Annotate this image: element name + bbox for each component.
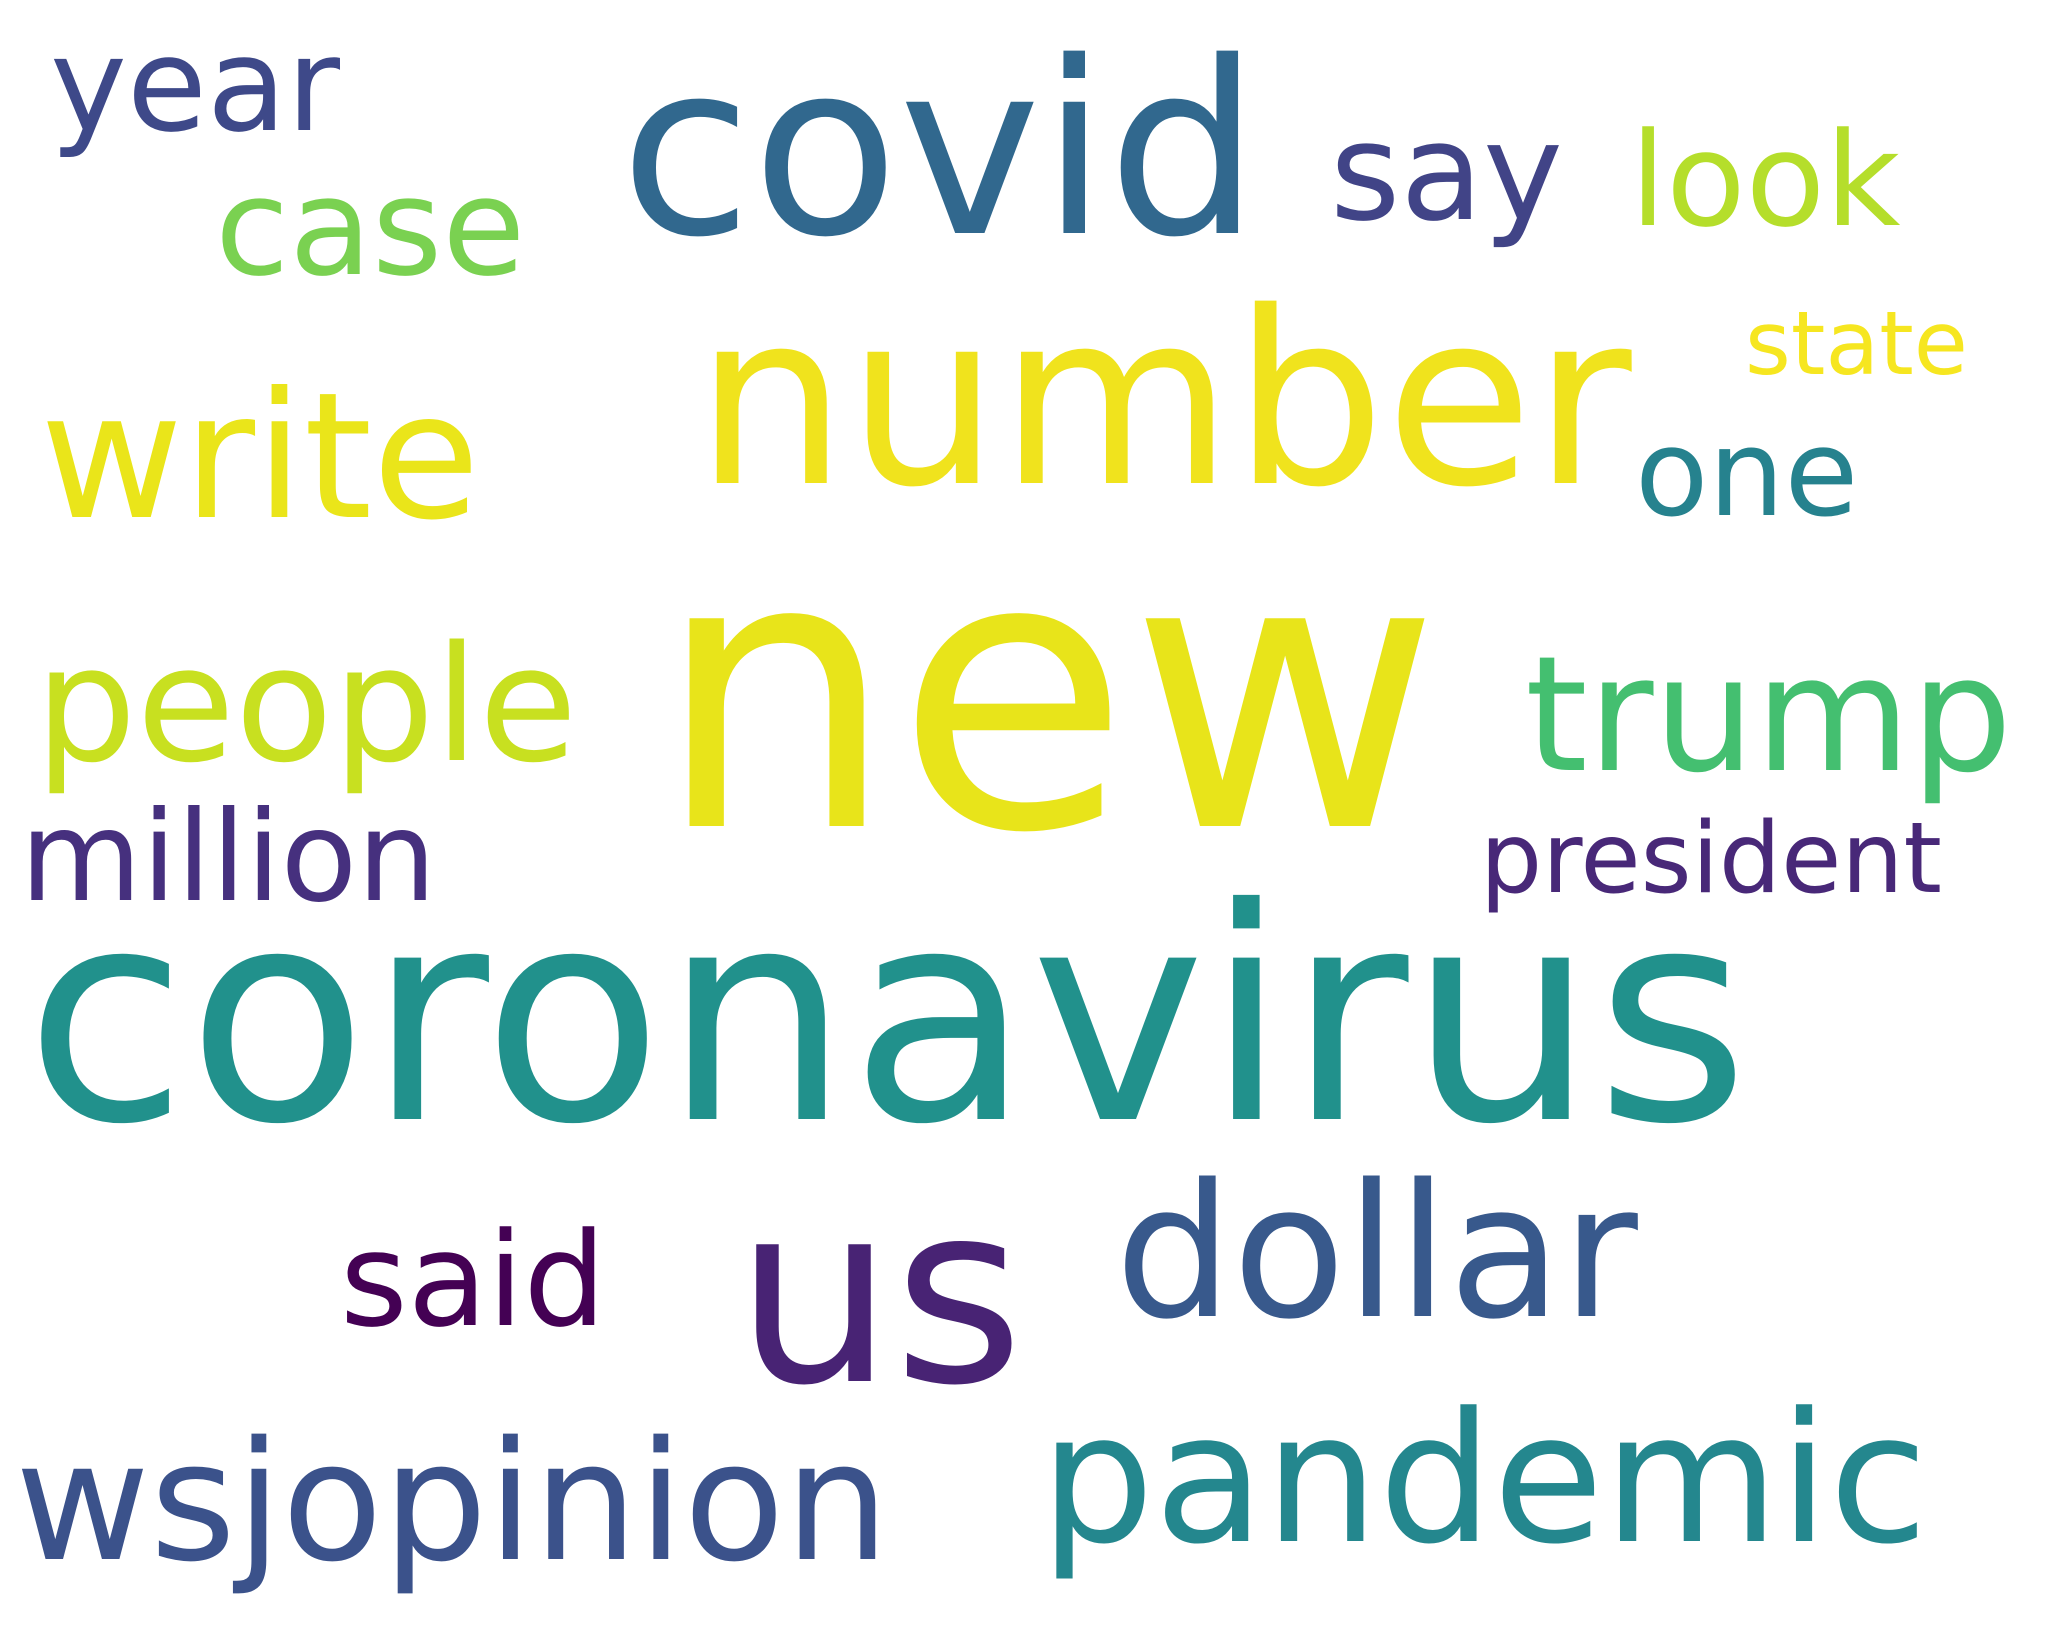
word-pandemic: pandemic — [1040, 1375, 1928, 1584]
word-number: number — [695, 260, 1632, 540]
word-wsjopinion: wsjopinion — [15, 1406, 890, 1598]
word-case: case — [215, 149, 526, 306]
word-covid: covid — [620, 10, 1260, 290]
word-state: state — [1745, 292, 1968, 395]
word-trump: trump — [1525, 621, 2013, 808]
word-year: year — [50, 9, 341, 161]
word-dollar: dollar — [1115, 1144, 1638, 1360]
word-coronavirus: coronavirus — [25, 845, 1750, 1189]
word-look: look — [1630, 104, 1901, 256]
word-write: write — [40, 356, 480, 559]
word-us: us — [735, 1149, 1024, 1440]
word-new: new — [655, 473, 1441, 916]
word-one: one — [1635, 405, 1859, 544]
word-million: million — [20, 785, 437, 930]
word-said: said — [340, 1204, 607, 1356]
word-say: say — [1330, 94, 1563, 251]
word-people: people — [35, 611, 578, 798]
word-president: president — [1480, 802, 1942, 916]
